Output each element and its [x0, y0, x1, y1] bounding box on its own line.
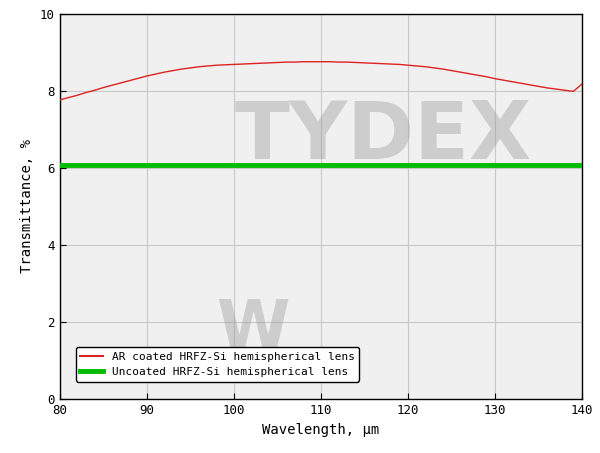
- Y-axis label: Transmittance, %: Transmittance, %: [20, 139, 34, 273]
- Text: W: W: [217, 296, 290, 362]
- Text: TYDEX: TYDEX: [235, 98, 532, 176]
- X-axis label: Wavelength, μm: Wavelength, μm: [262, 423, 380, 437]
- Legend: AR coated HRFZ-Si hemispherical lens, Uncoated HRFZ-Si hemispherical lens: AR coated HRFZ-Si hemispherical lens, Un…: [76, 347, 359, 381]
